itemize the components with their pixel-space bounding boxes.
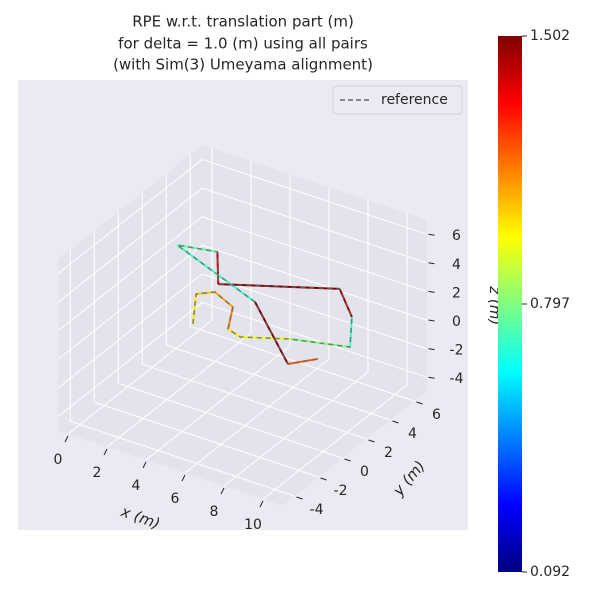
z-tick-label: -4 xyxy=(450,371,464,387)
colorbar xyxy=(498,36,522,572)
grid-line xyxy=(202,216,427,292)
grid-line xyxy=(57,216,203,332)
x-tick-label: 4 xyxy=(132,478,141,494)
y-tick-label: -4 xyxy=(310,502,324,518)
legend-label: reference xyxy=(381,92,448,108)
pane-floor xyxy=(58,316,427,506)
grid-line xyxy=(202,187,427,264)
grid-line xyxy=(118,382,343,459)
y-tick-label: 4 xyxy=(408,426,417,442)
y-tick-label: -2 xyxy=(334,483,348,499)
grid-line xyxy=(262,384,408,500)
error-segment xyxy=(214,291,234,308)
z-tick-label: 6 xyxy=(452,228,461,244)
z-tick-label: 2 xyxy=(452,285,461,301)
tick-mark xyxy=(259,500,264,508)
y-tick-label: 0 xyxy=(360,464,369,480)
y-tick-label: 6 xyxy=(432,407,441,423)
z-tick-label: 4 xyxy=(452,257,461,273)
colorbar-tick-label: 0.797 xyxy=(530,296,570,312)
y-tick-label: 2 xyxy=(384,445,393,461)
tick-mark xyxy=(428,233,435,236)
reference-line xyxy=(176,244,353,365)
colorbar-tick-label: 0.092 xyxy=(530,564,570,580)
grid-line xyxy=(106,332,252,448)
grid-line xyxy=(184,358,330,474)
tick-mark xyxy=(428,319,435,322)
tick-mark xyxy=(320,477,327,481)
title-line: RPE w.r.t. translation part (m) xyxy=(132,13,354,31)
grid-line xyxy=(145,345,291,461)
grid-line xyxy=(202,158,427,235)
error-segment xyxy=(191,293,198,325)
grid-line xyxy=(142,363,367,440)
tick-mark xyxy=(344,458,351,462)
grid-line xyxy=(57,159,203,274)
tick-mark xyxy=(416,401,423,405)
z-tick-label: -2 xyxy=(450,343,464,359)
tick-mark xyxy=(296,496,303,500)
x-tick-label: 6 xyxy=(171,491,180,507)
tick-mark xyxy=(428,376,435,379)
tick-mark xyxy=(64,435,69,443)
tick-mark xyxy=(392,420,399,424)
grid-line xyxy=(190,325,415,402)
tick-mark xyxy=(428,290,435,293)
tick-mark xyxy=(103,448,108,456)
grid-line xyxy=(223,371,369,487)
grid-line xyxy=(67,319,213,435)
tick-mark xyxy=(142,461,147,469)
grid-line xyxy=(166,344,391,421)
grid-line xyxy=(57,302,203,417)
grid-line xyxy=(57,273,203,389)
tick-mark xyxy=(428,348,435,351)
grid-line xyxy=(202,244,427,321)
tick-mark xyxy=(368,439,375,443)
legend-box xyxy=(332,85,463,115)
x-tick-label: 10 xyxy=(244,517,262,533)
grid-line xyxy=(70,420,295,497)
colorbar-tick-label: 1.502 xyxy=(530,28,570,44)
title-line: (with Sim(3) Umeyama alignment) xyxy=(113,56,373,74)
x-tick-label: 8 xyxy=(210,504,219,520)
x-tick-label: 0 xyxy=(54,452,63,468)
grid-line xyxy=(94,401,319,478)
title-line: for delta = 1.0 (m) using all pairs xyxy=(118,35,368,53)
grid-line xyxy=(57,187,203,303)
tick-mark xyxy=(181,474,186,482)
grid-line xyxy=(202,301,427,378)
grid-line xyxy=(202,273,427,350)
x-tick-label: 2 xyxy=(93,465,102,481)
tick-mark xyxy=(220,487,225,495)
tick-mark xyxy=(428,262,435,265)
z-tick-label: 0 xyxy=(452,314,461,330)
grid-line xyxy=(57,244,203,360)
